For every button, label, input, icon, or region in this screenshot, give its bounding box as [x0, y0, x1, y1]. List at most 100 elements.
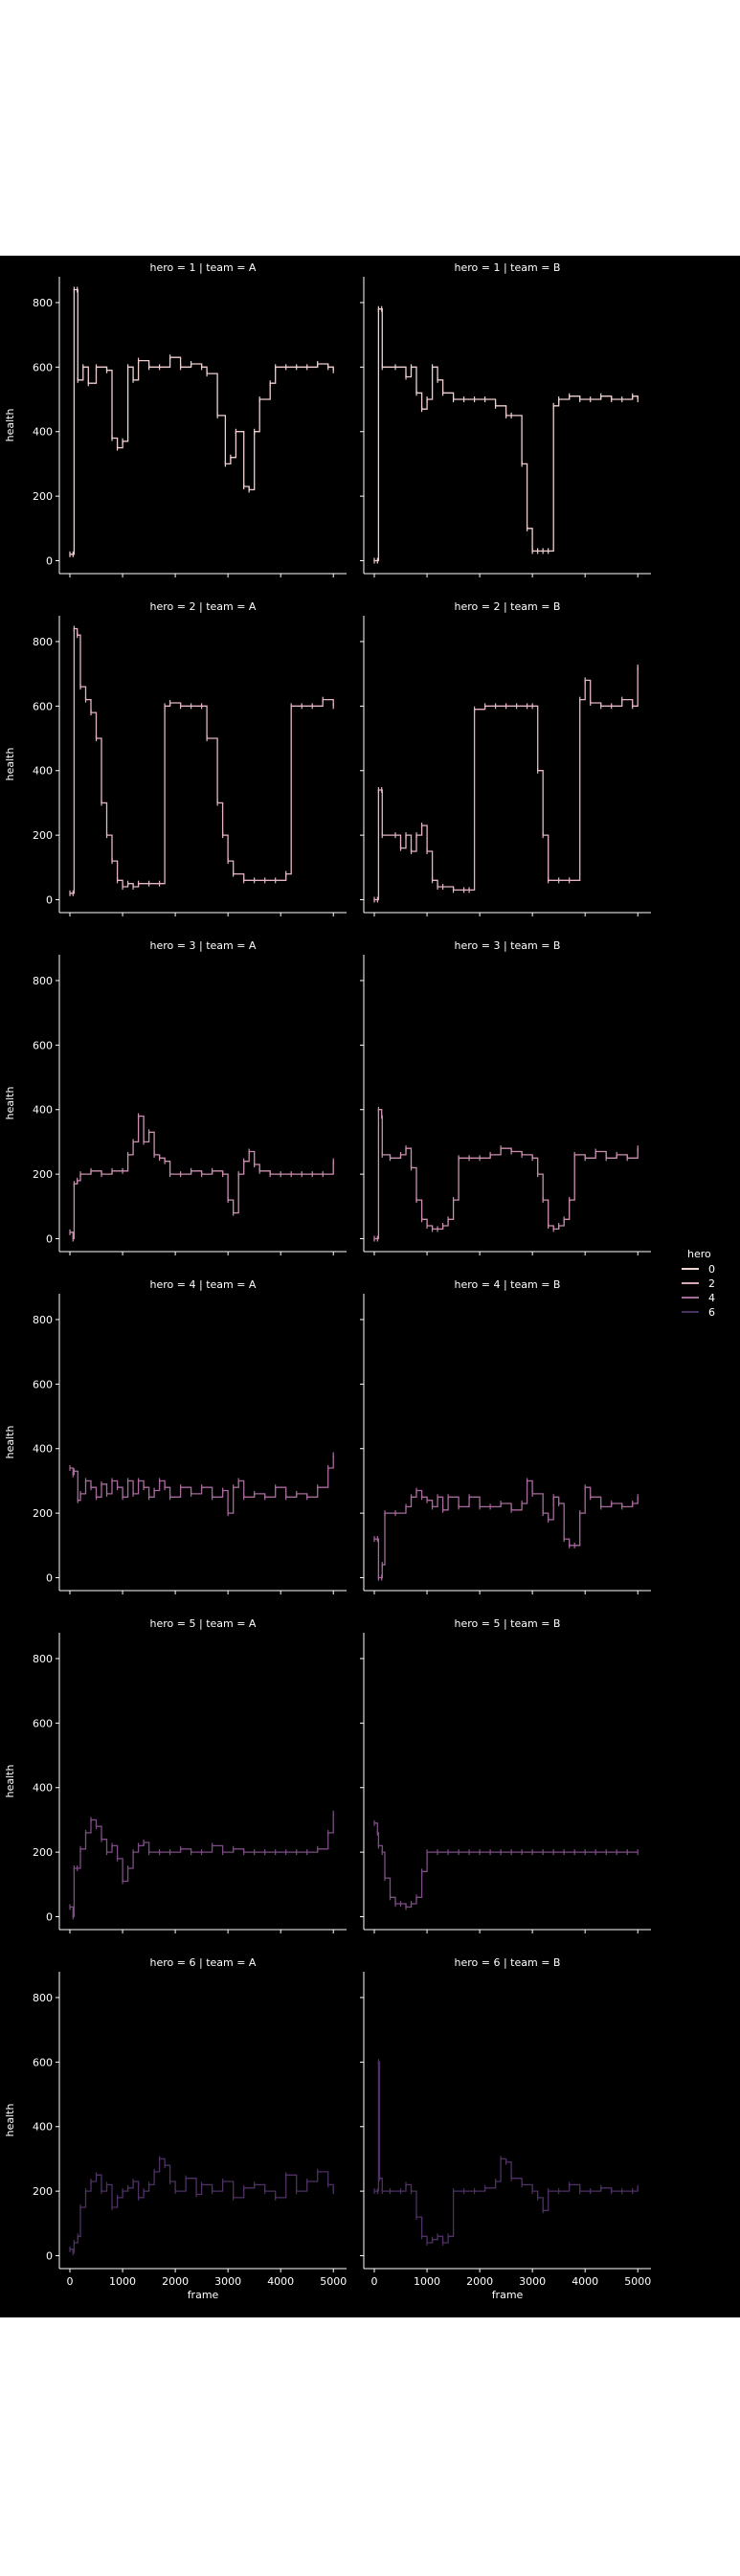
data-point — [180, 364, 182, 371]
data-point — [632, 393, 634, 399]
data-point — [301, 1171, 303, 1178]
data-point — [405, 832, 407, 839]
data-point — [275, 2194, 277, 2201]
data-point — [132, 376, 134, 383]
data-point — [224, 461, 226, 467]
x-tick-label: 5000 — [320, 2275, 347, 2288]
data-point — [594, 1849, 596, 1856]
y-tick-label: 600 — [33, 2056, 53, 2068]
data-point — [327, 364, 329, 371]
data-point — [394, 364, 396, 371]
data-point — [426, 1223, 428, 1230]
y-tick-label: 200 — [33, 1507, 53, 1520]
x-tick-label: 0 — [371, 2275, 378, 2288]
data-point — [90, 710, 92, 716]
data-point — [90, 1484, 92, 1491]
data-point — [611, 703, 613, 710]
y-tick-label: 600 — [33, 700, 53, 712]
y-tick-label: 200 — [33, 829, 53, 842]
data-point — [376, 2188, 378, 2195]
data-point — [516, 703, 518, 710]
panel-title: hero = 1 | team = A — [150, 261, 257, 274]
data-point — [254, 1490, 256, 1497]
data-point — [126, 1478, 129, 1484]
data-point — [168, 699, 171, 706]
data-point — [420, 823, 423, 829]
data-point — [222, 1487, 224, 1494]
x-tick-label: 1000 — [414, 2275, 440, 2288]
data-point — [626, 1155, 628, 1162]
data-point — [84, 1478, 87, 1484]
data-point — [489, 1503, 491, 1510]
data-point — [420, 2233, 423, 2240]
data-point — [95, 1823, 98, 1830]
data-point — [243, 877, 245, 884]
data-point — [579, 1510, 581, 1517]
data-point — [237, 1478, 239, 1484]
data-point — [558, 1223, 560, 1230]
data-point — [431, 1226, 434, 1232]
y-tick-label: 400 — [33, 1782, 53, 1795]
data-point — [111, 858, 113, 865]
data-point — [637, 1494, 639, 1501]
data-point — [73, 1468, 76, 1475]
y-tick-label: 200 — [33, 1168, 53, 1181]
data-point — [77, 286, 78, 293]
x-tick-label: 3000 — [519, 2275, 546, 2288]
y-tick-label: 800 — [33, 297, 53, 309]
data-point — [590, 2188, 592, 2195]
data-point — [542, 1197, 544, 1204]
series-line — [374, 667, 639, 901]
data-point — [280, 1171, 281, 1178]
y-tick-label: 0 — [46, 1233, 53, 1246]
data-point — [143, 2188, 145, 2195]
data-point — [452, 887, 455, 893]
data-point — [73, 625, 76, 632]
panel-title: hero = 6 | team = A — [150, 1956, 257, 1969]
data-point — [462, 887, 465, 893]
data-point — [306, 1849, 308, 1856]
data-point — [122, 884, 123, 891]
y-tick-label: 800 — [33, 1653, 53, 1665]
data-point — [248, 1148, 250, 1155]
y-axis-label: health — [4, 2104, 16, 2137]
data-point — [384, 1875, 386, 1882]
data-point — [168, 354, 171, 361]
data-point — [222, 1849, 224, 1856]
data-point — [105, 1849, 108, 1856]
data-point — [537, 548, 539, 554]
data-point — [327, 2181, 329, 2188]
data-point — [542, 1849, 544, 1856]
data-point — [558, 877, 560, 884]
data-point — [269, 380, 271, 387]
data-point — [377, 1106, 380, 1113]
data-point — [79, 1171, 81, 1178]
data-point — [116, 1855, 119, 1862]
data-point — [111, 1167, 113, 1174]
data-point — [484, 703, 486, 710]
data-point — [201, 1171, 203, 1178]
data-point — [180, 1845, 182, 1852]
data-point — [410, 1901, 413, 1908]
data-point — [381, 364, 383, 371]
data-point — [521, 1849, 523, 1856]
data-point — [126, 1151, 129, 1158]
data-point — [447, 1494, 449, 1501]
data-point — [377, 1574, 380, 1581]
data-point — [537, 1171, 539, 1178]
data-point — [373, 1536, 375, 1543]
data-point — [168, 1494, 171, 1501]
data-point — [452, 2188, 455, 2195]
data-point — [322, 1171, 324, 1178]
data-point — [431, 1503, 434, 1510]
data-point — [441, 1506, 444, 1513]
data-point — [621, 1503, 623, 1510]
data-point — [376, 1829, 378, 1836]
data-point — [377, 305, 380, 312]
data-point — [373, 2188, 375, 2195]
data-point — [132, 884, 134, 891]
facet-grid-chart: hero = 1 | team = A 0 200 400 600 800 health he… — [4, 261, 715, 2301]
series-line — [374, 1822, 639, 1909]
data-point — [105, 2181, 108, 2188]
data-point — [381, 832, 383, 839]
